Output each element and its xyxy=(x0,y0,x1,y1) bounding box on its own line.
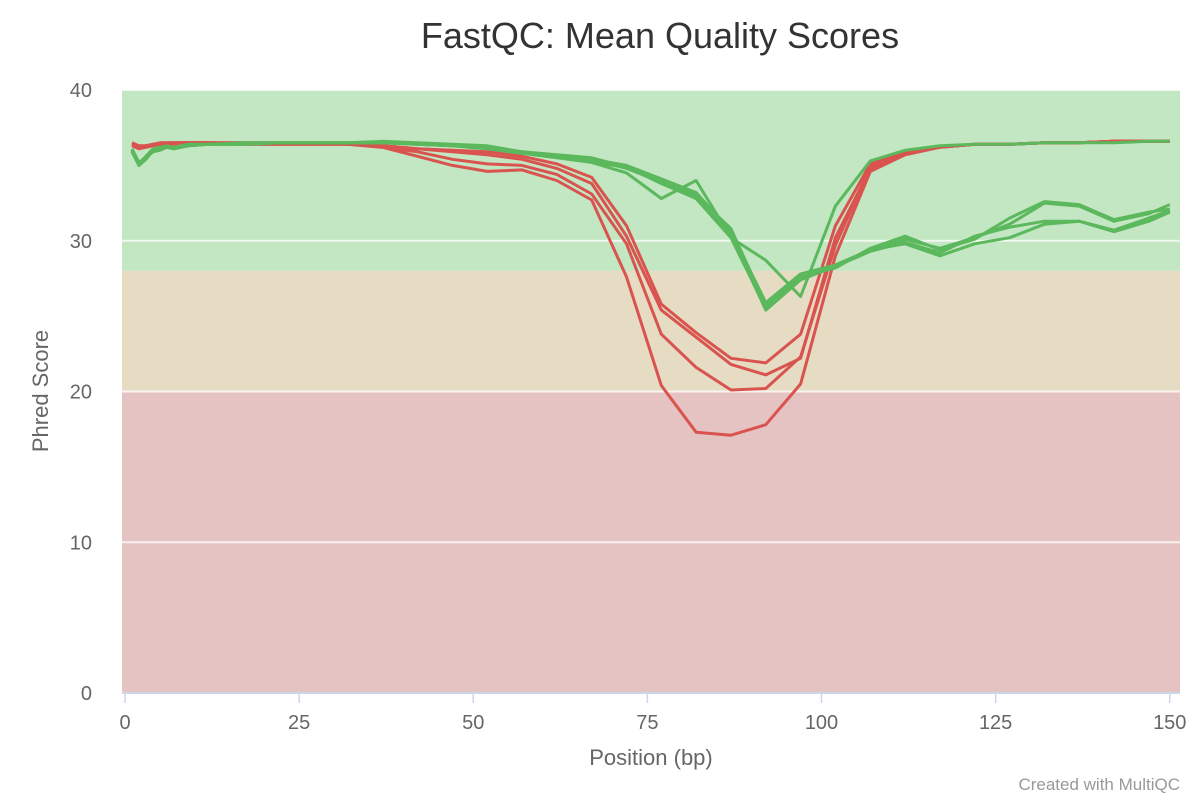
x-tick-label-0: 0 xyxy=(119,712,130,734)
x-tick-label-50: 50 xyxy=(462,712,484,734)
series-lines xyxy=(130,139,1171,437)
x-tick-label-75: 75 xyxy=(636,712,658,734)
y-tick-label-20: 20 xyxy=(70,382,92,404)
x-tick-label-25: 25 xyxy=(288,712,310,734)
y-tick-label-30: 30 xyxy=(70,231,92,253)
credit-text: Created with MultiQC xyxy=(1018,775,1180,794)
y-axis-title: Phred Score xyxy=(28,330,53,452)
x-axis-title: Position (bp) xyxy=(589,745,713,770)
y-axis-ticks: 0 10 20 30 40 xyxy=(70,80,92,705)
x-tick-label-150: 150 xyxy=(1153,712,1186,734)
x-tick-label-100: 100 xyxy=(805,712,838,734)
y-tick-label-0: 0 xyxy=(81,683,92,705)
x-axis-ticks: 0 25 50 75 100 125 150 xyxy=(119,693,1186,734)
y-tick-label-10: 10 xyxy=(70,532,92,554)
chart-title: FastQC: Mean Quality Scores xyxy=(421,15,899,56)
quality-band-0 xyxy=(122,90,1180,271)
x-tick-label-125: 125 xyxy=(979,712,1012,734)
series-line-9[interactable] xyxy=(130,141,1171,312)
y-tick-label-40: 40 xyxy=(70,80,92,102)
